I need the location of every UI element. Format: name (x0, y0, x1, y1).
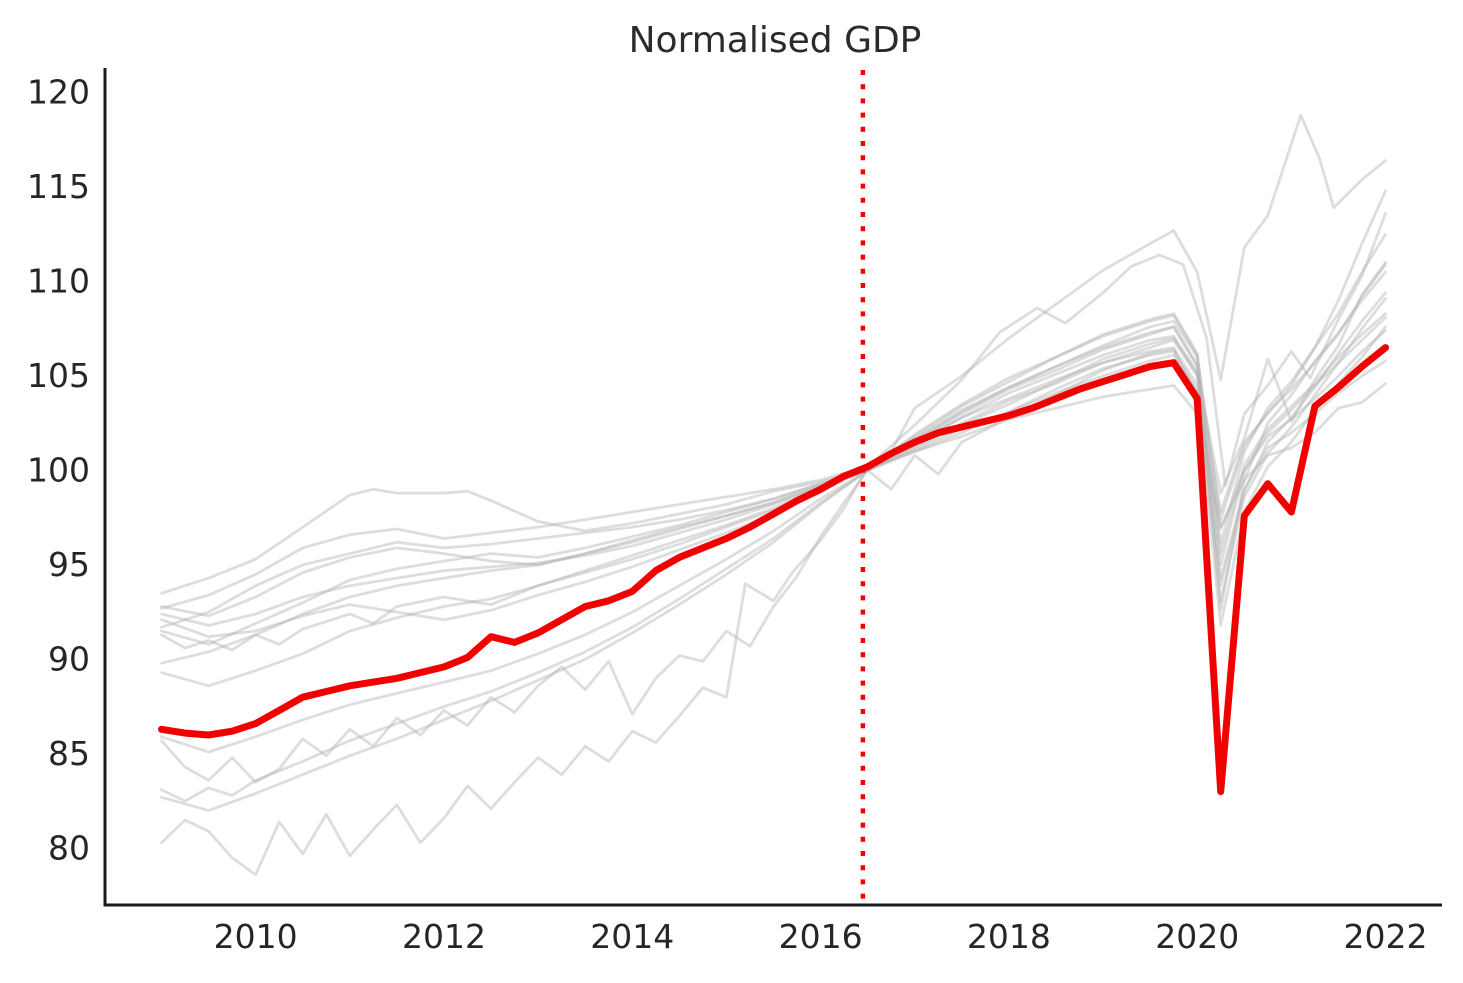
series-group (158, 113, 1389, 877)
y-tick-label: 100 (27, 450, 90, 489)
context-gdp-line (160, 329, 1387, 629)
context-gdp-line (160, 312, 1387, 627)
x-tick-label: 2012 (402, 917, 486, 956)
y-tick-label: 95 (48, 545, 90, 584)
y-tick-label: 105 (27, 356, 90, 395)
y-tick-label: 120 (27, 73, 90, 112)
chart-title: Normalised GDP (629, 20, 922, 61)
y-tick-label: 90 (48, 639, 90, 678)
x-tick-label: 2014 (590, 917, 674, 956)
context-gdp-line (160, 263, 1387, 803)
context-gdp-line (160, 353, 1387, 618)
x-axis-tick-labels: 2010 2012 2014 2016 2018 2020 2022 (214, 917, 1428, 956)
x-tick-label: 2016 (779, 917, 863, 956)
y-axis-tick-labels: 80 85 90 95 100 105 110 115 120 (27, 73, 90, 868)
x-tick-label: 2018 (967, 917, 1051, 956)
y-tick-label: 80 (48, 828, 90, 867)
y-tick-label: 110 (27, 262, 90, 301)
highlighted-gdp-line (158, 344, 1389, 796)
x-tick-label: 2010 (214, 917, 298, 956)
x-tick-label: 2022 (1344, 917, 1428, 956)
y-tick-label: 115 (27, 167, 90, 206)
context-gdp-line (160, 113, 1387, 877)
x-tick-label: 2020 (1155, 917, 1239, 956)
context-gdp-line (160, 212, 1387, 610)
y-tick-label: 85 (48, 734, 90, 773)
